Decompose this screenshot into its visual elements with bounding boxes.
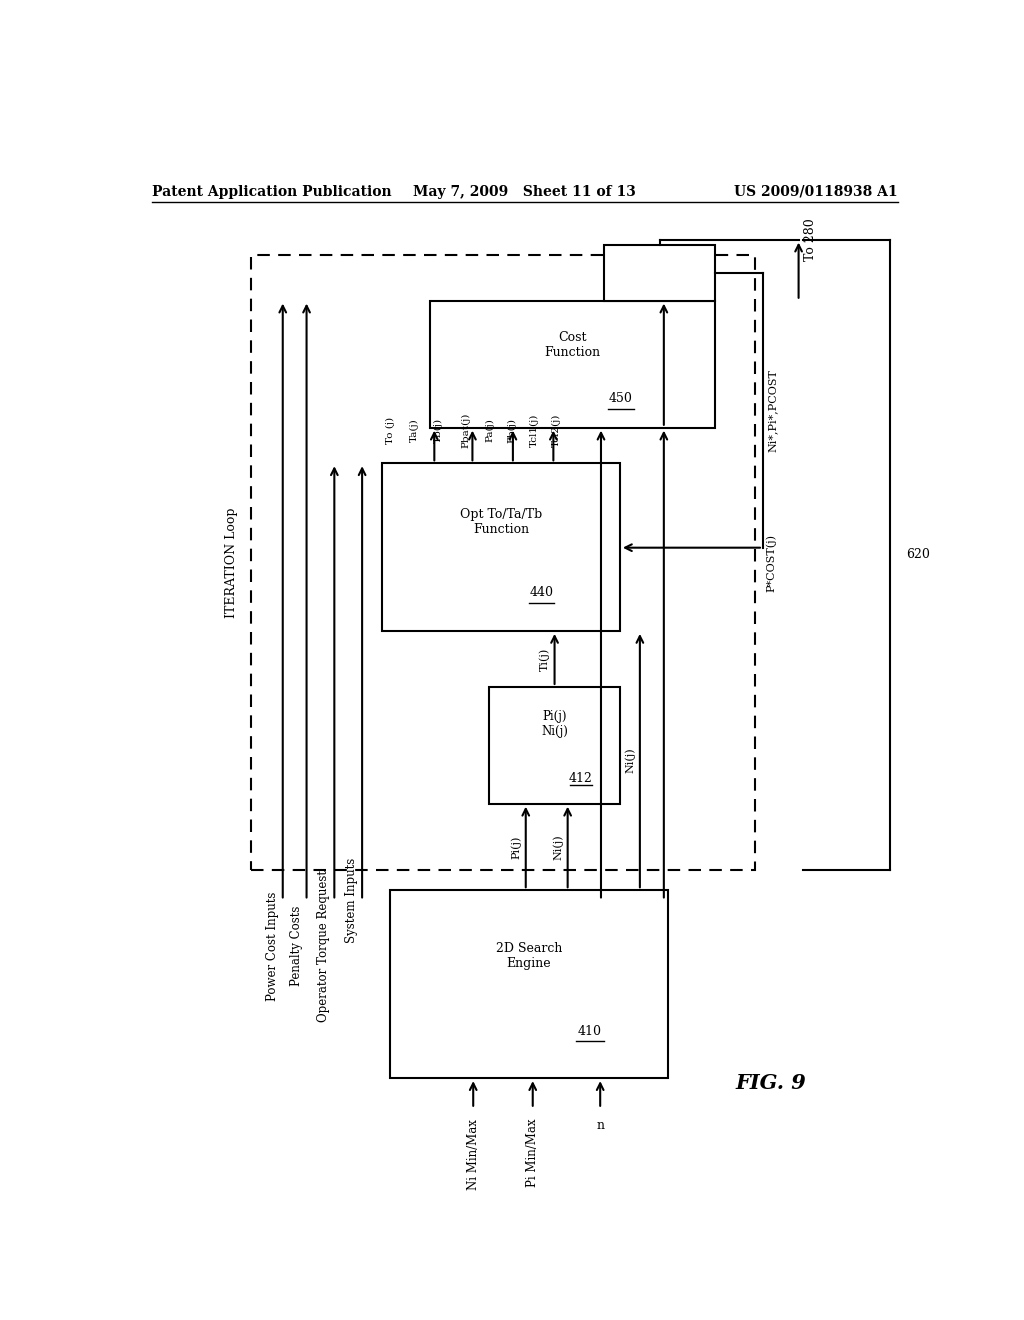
Bar [430, 301, 715, 428]
Text: System Inputs: System Inputs [345, 858, 358, 942]
Text: Penalty Costs: Penalty Costs [290, 906, 303, 986]
Bar [604, 244, 715, 301]
Text: To (j): To (j) [386, 417, 395, 444]
Text: Operator Torque Request: Operator Torque Request [317, 870, 331, 1022]
Text: Ni Min/Max: Ni Min/Max [467, 1119, 479, 1189]
Text: Pi Min/Max: Pi Min/Max [526, 1119, 540, 1188]
Text: Tb(j): Tb(j) [433, 417, 442, 442]
Bar [382, 463, 620, 631]
Text: P*COST(j): P*COST(j) [766, 533, 776, 591]
Bar [251, 255, 755, 870]
Text: Ni*,Pi*,PCOST: Ni*,Pi*,PCOST [767, 368, 777, 451]
Text: 2D Search
Engine: 2D Search Engine [496, 942, 562, 970]
Text: Tcl1(j): Tcl1(j) [529, 413, 539, 447]
Text: Pi(j): Pi(j) [511, 836, 521, 859]
Text: To 280: To 280 [804, 218, 817, 261]
Text: 412: 412 [568, 772, 593, 784]
Text: n: n [596, 1119, 604, 1131]
Text: Tcl2(j): Tcl2(j) [552, 413, 561, 447]
Text: 410: 410 [578, 1024, 602, 1038]
Text: Pi(j)
Ni(j): Pi(j) Ni(j) [541, 710, 568, 738]
Text: 440: 440 [529, 586, 553, 599]
Text: Pb(j): Pb(j) [507, 418, 516, 442]
Text: 450: 450 [609, 392, 633, 405]
Text: Ni(j): Ni(j) [625, 748, 636, 774]
Text: Opt To/Ta/Tb
Function: Opt To/Ta/Tb Function [460, 508, 542, 536]
Text: Cost
Function: Cost Function [545, 331, 600, 359]
Text: 620: 620 [905, 548, 930, 561]
Text: Ni(j): Ni(j) [553, 834, 563, 859]
Text: ITERATION Loop: ITERATION Loop [224, 507, 238, 618]
Text: Patent Application Publication: Patent Application Publication [152, 185, 391, 199]
Text: FIG. 9: FIG. 9 [735, 1073, 806, 1093]
Text: May 7, 2009   Sheet 11 of 13: May 7, 2009 Sheet 11 of 13 [414, 185, 636, 199]
Text: Pbat(j): Pbat(j) [462, 413, 470, 447]
Bar [390, 890, 668, 1078]
Text: Ti(j): Ti(j) [540, 647, 550, 671]
Text: Power Cost Inputs: Power Cost Inputs [266, 891, 279, 1001]
Bar [489, 686, 621, 804]
Text: Ta(j): Ta(j) [410, 418, 419, 442]
Text: US 2009/0118938 A1: US 2009/0118938 A1 [734, 185, 898, 199]
Text: Pa(j): Pa(j) [485, 418, 495, 442]
